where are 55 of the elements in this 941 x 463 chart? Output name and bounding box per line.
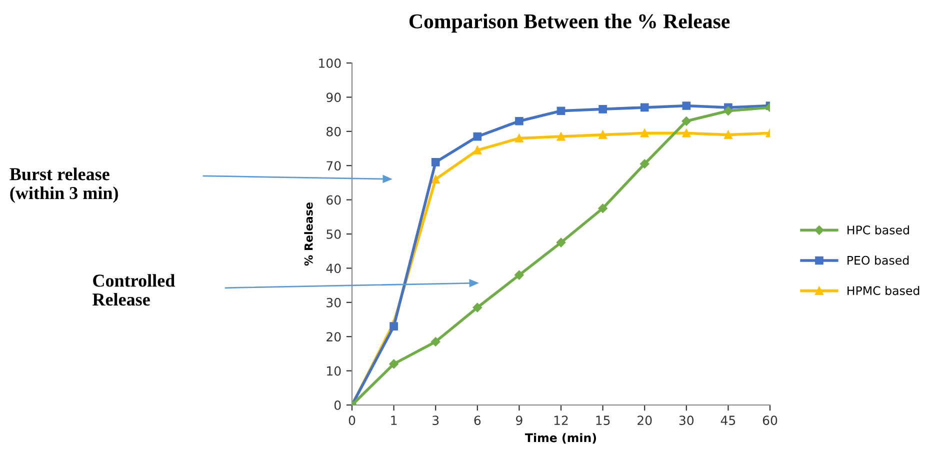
point (724, 106, 733, 116)
x-tick-label: 0 (348, 416, 356, 426)
x-tick-label: 1 (391, 416, 397, 425)
legend-label: HPMC based (848, 286, 920, 296)
point (431, 175, 440, 184)
point (556, 132, 566, 141)
x-tick-label: 15 (596, 416, 610, 426)
x-tick-label: 20 (638, 416, 652, 426)
chart-title: Comparison Between the % Release (409, 14, 730, 33)
x-tick-label: 12 (554, 416, 568, 425)
point (640, 103, 649, 112)
legend-label: HPC based (848, 225, 909, 234)
y-tick-label: 50 (326, 229, 341, 239)
point (724, 130, 732, 139)
y-tick-label: 40 (326, 264, 341, 274)
y-tick-label: 70 (326, 161, 341, 171)
point (682, 116, 692, 126)
y-tick-label: 30 (326, 298, 341, 308)
point (472, 302, 482, 312)
point (389, 359, 398, 369)
point (640, 159, 650, 169)
y-tick-label: 20 (326, 332, 341, 342)
point (431, 158, 440, 166)
text: Burst release (within 3 min) (10, 168, 118, 203)
point (682, 102, 691, 110)
x-axis-title: Time (min) (525, 433, 596, 444)
y-tick-label: 100 (319, 58, 341, 68)
x-tick-label: 6 (474, 416, 481, 426)
point (598, 204, 608, 213)
point (682, 128, 691, 138)
y-tick-label: 60 (326, 195, 341, 205)
x-tick-label: 60 (762, 416, 778, 426)
x-tick-label: 30 (679, 416, 694, 426)
y-tick-label: 0 (334, 400, 341, 410)
point (430, 337, 440, 346)
point (556, 106, 566, 116)
point (514, 270, 524, 280)
text: Controlled Release (92, 274, 175, 306)
point (473, 132, 482, 141)
x-tick-label: 9 (516, 416, 522, 426)
x-tick-label: 3 (432, 416, 439, 426)
point (390, 322, 398, 331)
point (515, 134, 524, 142)
y-tick-label: 90 (326, 92, 341, 102)
y-tick-label: 10 (327, 366, 341, 376)
point (640, 128, 649, 138)
point (598, 130, 607, 139)
point (598, 105, 607, 114)
y-axis-title: % Release (304, 202, 313, 266)
point (556, 238, 566, 248)
point (473, 146, 482, 154)
point (515, 116, 524, 126)
x-tick-label: 45 (720, 416, 736, 426)
y-tick-label: 80 (326, 126, 341, 136)
legend-label: PEO based (848, 256, 909, 265)
